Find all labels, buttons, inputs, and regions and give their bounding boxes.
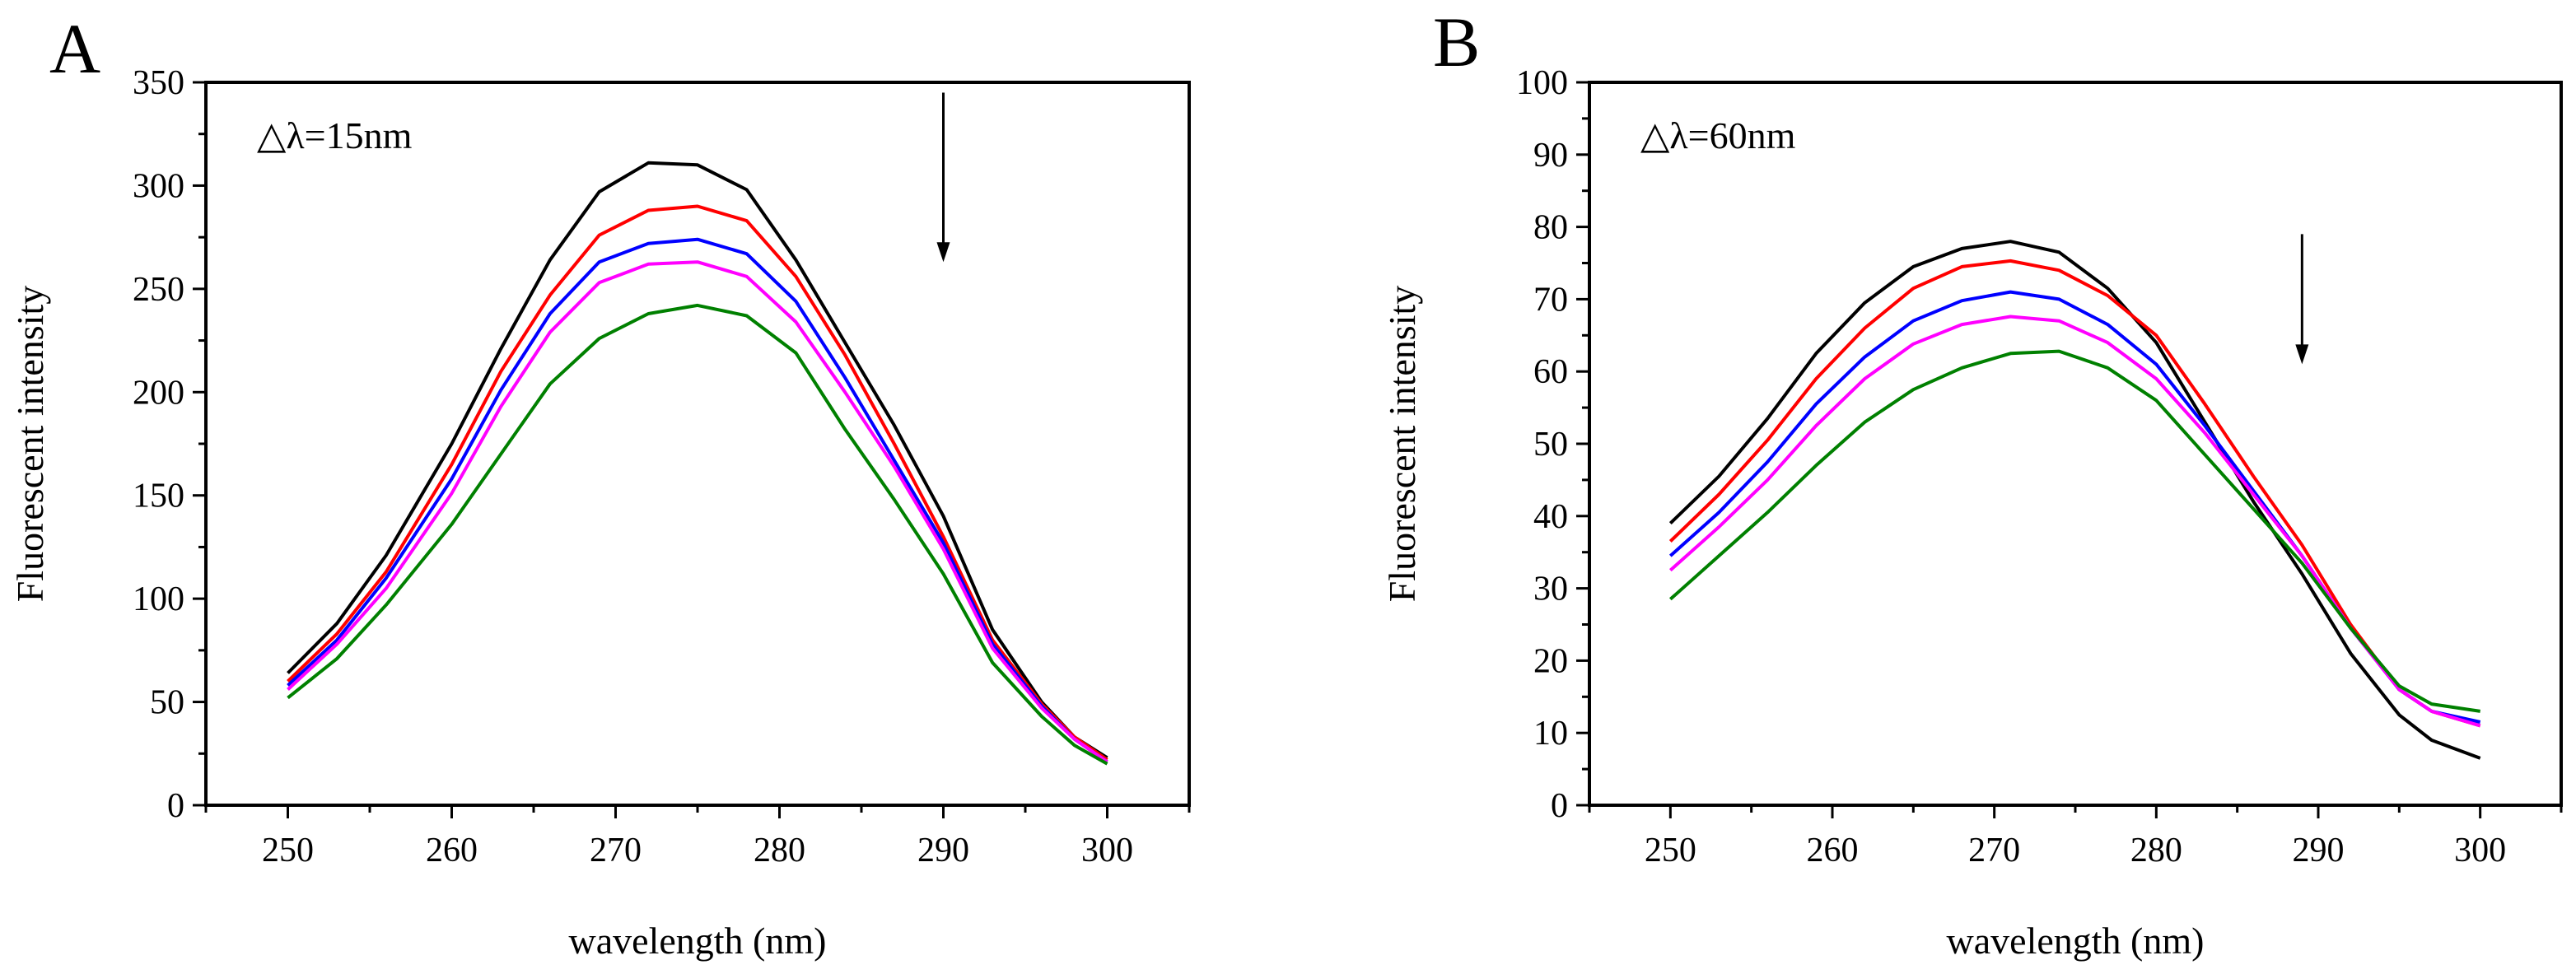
panel-label: B xyxy=(1433,2,1480,82)
panel-label: A xyxy=(49,9,100,88)
delta-lambda-annotation: △λ=15nm xyxy=(257,114,413,156)
delta-lambda-annotation: △λ=60nm xyxy=(1640,114,1796,156)
y-tick-label: 350 xyxy=(133,64,184,102)
x-tick-label: 280 xyxy=(2130,832,2182,869)
panel-a: 250 260 270 280 290 300 0 50 100 150 200 250 300 350 w… xyxy=(9,9,1191,962)
y-tick-label: 0 xyxy=(167,787,184,825)
series-line-red xyxy=(1668,259,2481,728)
x-tick-label: 250 xyxy=(262,832,314,869)
series-line-green xyxy=(1668,349,2480,713)
series-line-green xyxy=(287,303,1108,766)
y-axis-title: Fluorescent intensity xyxy=(1381,286,1423,603)
y-tick-label: 30 xyxy=(1533,571,1568,608)
x-tick-label: 260 xyxy=(426,832,478,869)
y-tick-label: 20 xyxy=(1533,642,1568,680)
y-tick-label: 60 xyxy=(1533,353,1568,391)
y-tick-label: 70 xyxy=(1533,281,1568,319)
arrow-head xyxy=(2295,344,2309,365)
y-tick-label: 150 xyxy=(133,478,184,515)
x-tick-label: 260 xyxy=(1807,832,1859,869)
x-tick-label: 300 xyxy=(1081,832,1133,869)
y-tick-label: 0 xyxy=(1551,787,1568,825)
panel-b: 250 260 270 280 290 300 0 10 20 30 40 50 60 70 80 90 100… xyxy=(1381,2,2563,962)
x-axis-title: wavelength (nm) xyxy=(569,920,827,962)
series-line-black xyxy=(287,161,1108,759)
y-tick-label: 250 xyxy=(133,271,184,309)
y-tick-label: 100 xyxy=(133,580,184,618)
y-tick-label: 90 xyxy=(1533,137,1568,175)
x-tick-label: 270 xyxy=(1968,832,2020,869)
y-tick-label: 10 xyxy=(1533,715,1568,753)
y-tick-label: 40 xyxy=(1533,498,1568,536)
series-line-red xyxy=(287,204,1108,762)
x-tick-label: 290 xyxy=(917,832,969,869)
x-axis-title: wavelength (nm) xyxy=(1947,920,2205,962)
y-axis-title: Fluorescent intensity xyxy=(9,286,51,603)
x-tick-label: 280 xyxy=(754,832,805,869)
y-tick-label: 50 xyxy=(1533,426,1568,464)
x-tick-label: 270 xyxy=(590,832,642,869)
x-tick-label: 300 xyxy=(2454,832,2506,869)
y-tick-label: 80 xyxy=(1533,209,1568,247)
y-tick-label: 200 xyxy=(133,374,184,412)
series-line-blue xyxy=(287,237,1108,763)
plot-frame xyxy=(204,81,1191,807)
series-line-magenta xyxy=(287,260,1108,763)
y-tick-label: 50 xyxy=(150,684,184,722)
x-tick-label: 290 xyxy=(2293,832,2345,869)
y-tick-label: 300 xyxy=(133,167,184,205)
arrow-head xyxy=(936,242,950,263)
y-tick-label: 100 xyxy=(1516,64,1568,102)
x-tick-label: 250 xyxy=(1645,832,1696,869)
series-line-black xyxy=(1668,240,2481,760)
